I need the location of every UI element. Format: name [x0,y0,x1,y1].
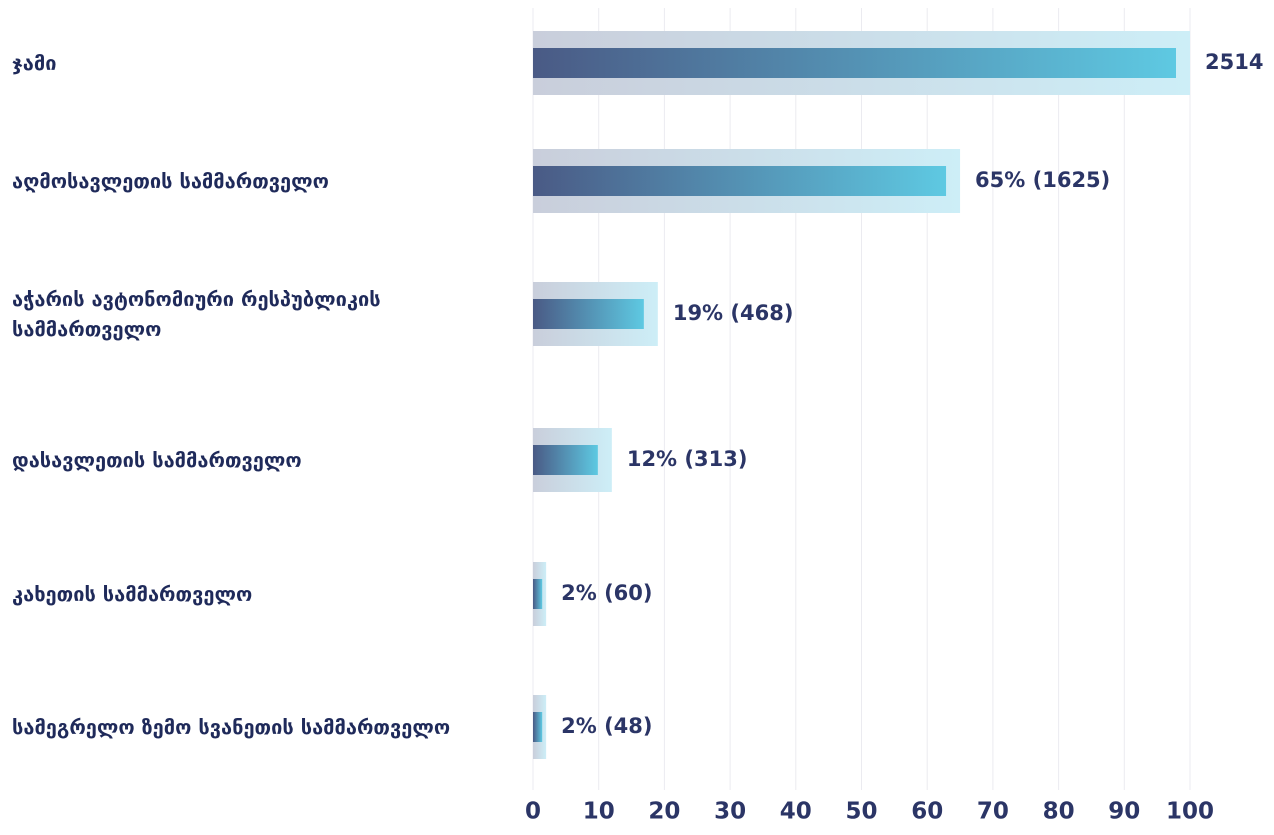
bar [533,712,543,742]
bar [533,445,598,475]
category-label: სამეგრელო ზემო სვანეთის სამმართველო [12,715,451,739]
x-tick-label: 60 [911,799,943,825]
x-tick-label: 90 [1108,799,1140,825]
category-label: კახეთის სამმართველო [12,582,253,606]
value-label: 65% (1625) [975,168,1110,192]
x-tick-label: 80 [1043,799,1075,825]
category-label: აღმოსავლეთის სამმართველო [12,169,329,193]
category-label: დასავლეთის სამმართველო [12,448,302,472]
x-tick-label: 50 [845,799,877,825]
bar [533,579,543,609]
value-label: 2% (60) [561,581,652,605]
category-label: აჭარის ავტონომიური რესპუბლიკის სამმართვე… [12,287,381,341]
x-tick-label: 100 [1166,799,1214,825]
value-label: 2% (48) [561,714,652,738]
x-tick-label: 10 [583,799,615,825]
x-tick-label: 20 [648,799,680,825]
value-label: 19% (468) [673,301,794,325]
x-tick-label: 30 [714,799,746,825]
bar [533,48,1176,78]
value-label: 2514 [1205,50,1263,74]
bar [533,299,644,329]
value-label: 12% (313) [627,447,748,471]
category-label: ჯამი [12,51,57,75]
bar [533,166,947,196]
x-tick-label: 40 [780,799,812,825]
x-tick-label: 0 [525,799,541,825]
x-tick-label: 70 [977,799,1009,825]
